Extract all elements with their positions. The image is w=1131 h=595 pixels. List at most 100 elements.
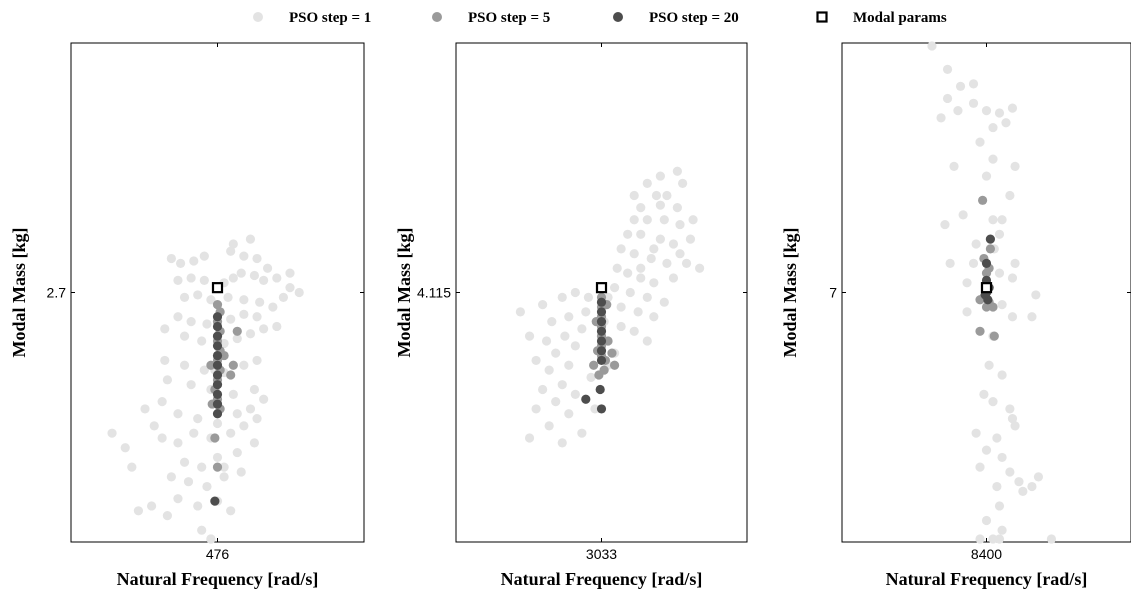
data-point: [988, 215, 998, 225]
data-point: [239, 421, 249, 431]
y-axis-title: Modal Mass [kg]: [394, 228, 414, 358]
data-point: [623, 229, 633, 239]
legend-label: PSO step = 20: [649, 10, 739, 26]
data-point: [596, 355, 607, 366]
data-point: [1005, 404, 1015, 414]
data-point: [239, 251, 249, 261]
data-point: [193, 290, 203, 300]
data-point: [992, 433, 1002, 443]
data-point: [245, 234, 256, 244]
data-point: [219, 462, 229, 472]
data-point: [212, 399, 223, 409]
data-point: [984, 360, 994, 370]
data-point: [212, 300, 223, 310]
data-point: [1018, 486, 1028, 496]
data-point: [183, 477, 194, 487]
data-point: [1014, 477, 1024, 487]
x-tick-label: 3033: [586, 546, 617, 562]
data-point: [1031, 290, 1041, 300]
data-point: [564, 409, 574, 419]
data-point: [245, 404, 256, 414]
x-tick-label: 476: [206, 546, 230, 562]
y-axis-title: Modal Mass [kg]: [9, 228, 29, 358]
data-point: [140, 404, 150, 414]
data-point: [975, 326, 985, 336]
data-point: [268, 302, 278, 312]
data-point: [594, 370, 604, 380]
data-point: [107, 428, 117, 438]
data-point: [988, 122, 998, 133]
legend-marker: [253, 12, 263, 22]
data-point: [278, 292, 289, 302]
data-point: [988, 397, 998, 407]
data-point: [226, 314, 236, 324]
data-point: [629, 215, 639, 225]
data-point: [1007, 414, 1018, 424]
data-point: [695, 263, 705, 273]
data-point: [672, 203, 682, 213]
data-point: [232, 326, 242, 336]
data-point: [210, 433, 220, 443]
data-point: [120, 443, 130, 453]
data-point: [936, 113, 946, 123]
data-point: [212, 462, 223, 472]
data-point: [173, 494, 183, 504]
data-point: [531, 355, 541, 366]
data-point: [994, 534, 1005, 544]
data-point: [228, 239, 238, 249]
data-point: [981, 171, 992, 181]
data-point: [557, 380, 567, 390]
data-point: [981, 445, 992, 455]
series-1: [927, 41, 1057, 544]
x-axis-title: Natural Frequency [rad/s]: [501, 569, 703, 589]
data-point: [668, 239, 679, 249]
data-point: [249, 384, 260, 395]
data-point: [685, 234, 696, 244]
data-point: [659, 215, 669, 225]
data-point: [629, 326, 639, 336]
data-point: [988, 302, 998, 312]
data-point: [538, 384, 548, 395]
data-point: [160, 355, 170, 366]
data-point: [662, 190, 672, 201]
data-point: [958, 210, 968, 220]
data-point: [262, 263, 273, 273]
data-point: [997, 300, 1007, 310]
data-point: [636, 229, 646, 239]
data-point: [994, 229, 1005, 239]
data-point: [557, 292, 567, 302]
data-point: [1005, 467, 1015, 477]
data-point: [179, 360, 190, 370]
data-point: [564, 360, 574, 370]
data-point: [1007, 273, 1018, 283]
data-point: [249, 270, 260, 281]
data-point: [642, 178, 652, 188]
data-point: [649, 278, 659, 288]
data-point: [570, 389, 580, 399]
data-point: [232, 409, 242, 419]
data-point: [616, 302, 626, 312]
data-point: [160, 324, 170, 334]
data-point: [675, 249, 685, 259]
data-point: [226, 506, 236, 516]
data-point: [199, 275, 209, 285]
data-point: [547, 317, 557, 327]
data-point: [285, 283, 295, 293]
y-tick-label: 2.7: [47, 285, 67, 301]
data-point: [127, 462, 137, 472]
data-point: [981, 258, 992, 268]
data-point: [962, 307, 972, 317]
data-point: [157, 433, 167, 443]
y-axis-title: Modal Mass [kg]: [780, 228, 800, 358]
data-point: [662, 258, 672, 268]
data-point: [609, 283, 620, 293]
data-point: [252, 312, 262, 322]
data-point: [524, 331, 535, 341]
data-point: [212, 409, 223, 419]
data-point: [978, 195, 988, 205]
data-point: [636, 203, 646, 213]
data-point: [595, 384, 605, 395]
legend: PSO step = 1 PSO step = 5 PSO step = 20 Mod…: [253, 10, 947, 26]
data-point: [1027, 312, 1037, 322]
data-point: [179, 457, 190, 467]
